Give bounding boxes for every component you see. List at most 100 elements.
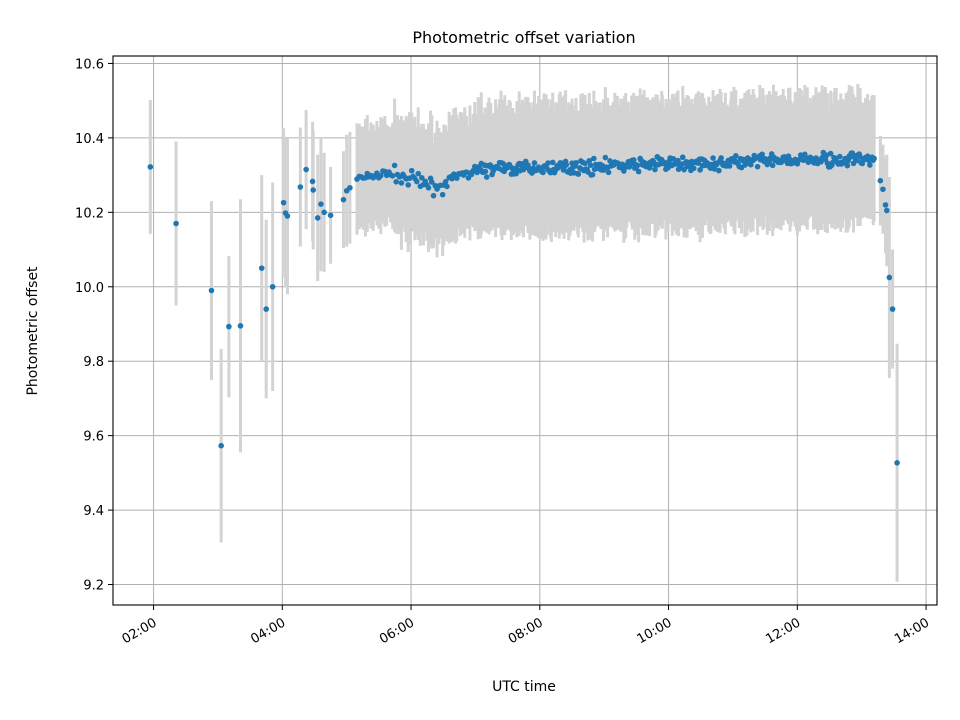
data-point [226, 323, 232, 330]
y-tick-label: 9.6 [83, 430, 104, 445]
x-tick-label: 10:00 [635, 615, 675, 647]
data-point [147, 164, 154, 170]
data-point [297, 184, 304, 190]
x-tick-label: 12:00 [763, 615, 803, 647]
data-point [733, 153, 739, 159]
data-point [726, 163, 733, 169]
data-points [147, 149, 900, 466]
data-point [391, 162, 398, 169]
data-point [482, 168, 489, 175]
data-point [280, 199, 287, 206]
data-point [575, 171, 582, 177]
data-point [880, 186, 886, 193]
y-tick-label: 9.8 [83, 355, 104, 370]
data-point [883, 207, 890, 214]
data-point [415, 170, 422, 177]
data-point [802, 151, 808, 158]
data-point [589, 171, 596, 178]
data-point [309, 178, 316, 185]
data-point [871, 155, 877, 162]
data-point [630, 157, 637, 163]
data-point [635, 168, 642, 175]
data-point [393, 179, 400, 185]
y-tick-label: 9.4 [83, 504, 104, 519]
data-point [836, 153, 843, 160]
data-point [258, 265, 265, 271]
data-point [408, 167, 415, 174]
data-point [218, 442, 224, 449]
y-axis-label: Photometric offset [25, 266, 41, 396]
data-point [284, 213, 291, 219]
data-point [263, 306, 270, 312]
plot-frame [112, 55, 938, 606]
x-tick-label: 04:00 [248, 615, 288, 647]
data-point [690, 165, 697, 172]
data-point [269, 283, 276, 290]
data-point [573, 159, 579, 166]
data-point [605, 169, 612, 176]
data-point [454, 175, 460, 181]
y-tick-label: 10.0 [75, 281, 104, 296]
data-point [318, 201, 324, 207]
x-axis-label: UTC time [492, 679, 556, 695]
data-point [748, 161, 754, 168]
data-point [711, 166, 718, 172]
data-point [889, 306, 896, 312]
data-point [540, 169, 546, 176]
data-point [428, 179, 435, 185]
data-point [827, 150, 834, 157]
data-point [314, 215, 321, 221]
data-point [754, 163, 761, 170]
data-point [844, 162, 851, 169]
data-point [442, 178, 449, 185]
y-tick-label: 10.6 [75, 57, 104, 72]
data-point [591, 155, 597, 162]
data-point [652, 166, 658, 173]
data-point [378, 172, 384, 179]
data-point [173, 220, 179, 227]
data-point [347, 184, 353, 191]
data-point [483, 174, 490, 180]
data-point [327, 212, 334, 219]
x-tick-label: 06:00 [377, 615, 417, 647]
data-point [894, 460, 900, 466]
data-point [430, 192, 437, 199]
data-point [413, 178, 420, 185]
data-point [769, 162, 776, 169]
x-tick-label: 14:00 [892, 615, 932, 647]
data-point [877, 177, 884, 184]
data-point [419, 175, 425, 181]
data-point [563, 162, 570, 168]
data-point [718, 155, 724, 161]
chart-title: Photometric offset variation [412, 28, 635, 47]
data-point [549, 159, 556, 166]
data-point [310, 187, 317, 193]
data-point [444, 183, 450, 190]
data-point [208, 287, 215, 294]
y-tick-label: 9.2 [83, 579, 104, 594]
data-point [531, 160, 538, 166]
data-point [398, 180, 405, 186]
data-point [634, 162, 641, 169]
x-tick-label: 08:00 [506, 615, 546, 647]
data-point [679, 154, 686, 161]
data-point [859, 160, 866, 167]
data-point [886, 274, 893, 281]
data-point [545, 160, 551, 166]
data-point [882, 202, 889, 208]
data-point [602, 154, 609, 161]
data-point [321, 209, 327, 216]
y-tick-label: 10.4 [75, 132, 104, 147]
data-point [582, 160, 588, 167]
data-point [513, 170, 519, 177]
data-point [586, 157, 593, 164]
data-point [439, 191, 446, 198]
data-point [697, 167, 703, 173]
data-point [853, 157, 860, 164]
data-point [389, 172, 396, 179]
data-point [405, 182, 411, 188]
data-point [340, 196, 347, 203]
data-point [425, 184, 432, 191]
x-tick-label: 02:00 [120, 615, 160, 647]
data-point [587, 162, 594, 168]
